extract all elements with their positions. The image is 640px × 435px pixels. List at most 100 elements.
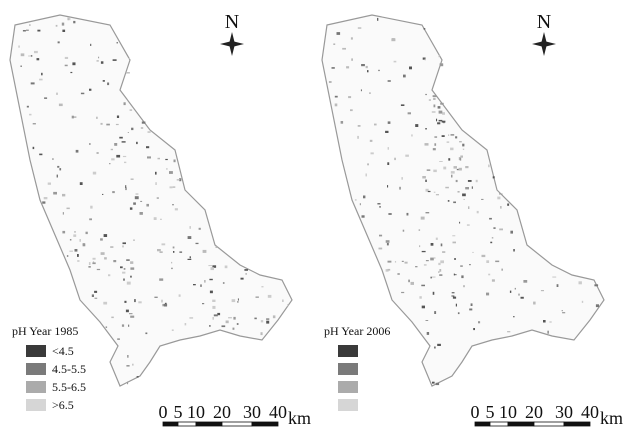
soil-patch [43,197,48,200]
soil-patch [578,281,582,285]
soil-patch [57,41,60,44]
soil-patch [459,221,461,224]
scale-label: 20 [525,402,543,422]
scale-label: 40 [581,402,599,422]
soil-patch [507,331,511,333]
soil-patch [195,242,199,245]
soil-patch [354,199,357,201]
soil-patch [115,123,119,126]
soil-patch [453,201,456,204]
soil-patch [224,265,228,269]
soil-patch [495,260,500,263]
soil-patch [122,271,126,274]
soil-patch [245,273,247,275]
soil-patch [159,278,164,281]
soil-patch [437,106,441,109]
soil-patch [507,203,510,206]
soil-patch [173,159,176,163]
soil-patch [457,312,460,315]
soil-patch [200,284,202,287]
soil-patch [42,201,46,204]
scale-segment [162,421,179,427]
soil-patch [107,82,110,86]
soil-patch [377,17,379,21]
soil-patch [133,239,135,241]
soil-patch [132,363,134,366]
soil-patch [74,231,76,233]
soil-patch [334,95,338,98]
legend-swatch [338,345,358,357]
soil-patch [455,303,457,307]
soil-patch [509,290,512,293]
soil-patch [29,113,32,116]
soil-patch [126,281,131,285]
soil-patch [432,291,435,295]
soil-patch [424,143,429,146]
soil-patch [128,324,130,327]
north-arrow [532,41,556,47]
soil-patch [463,198,465,200]
soil-patch [454,258,456,260]
soil-patch [138,301,142,304]
soil-patch [460,265,463,267]
soil-patch [497,196,501,200]
soil-patch [423,264,427,266]
soil-patch [415,124,419,127]
soil-patch [420,216,425,220]
soil-patch [556,284,559,287]
soil-patch [100,122,103,125]
soil-patch [212,305,216,309]
soil-patch [351,58,353,61]
soil-patch [454,274,457,276]
soil-patch [361,215,365,218]
soil-patch [421,250,426,253]
soil-patch [350,109,353,112]
soil-patch [282,299,284,302]
soil-patch [261,286,264,288]
soil-patch [92,171,97,175]
soil-patch [28,55,30,57]
soil-patch [44,97,48,99]
soil-patch [126,259,130,261]
soil-patch [425,179,427,182]
soil-patch [549,321,552,323]
soil-patch [357,135,359,139]
soil-patch [209,325,211,327]
legend-swatch [338,363,358,375]
soil-patch [407,112,411,115]
soil-patch [128,58,130,60]
soil-patch [387,268,391,271]
soil-patch [547,330,549,334]
soil-patch [486,260,490,263]
soil-patch [37,29,41,32]
soil-patch [79,239,81,242]
soil-patch [22,30,26,32]
soil-patch [34,50,38,54]
scale-segment [533,421,565,427]
soil-patch [433,104,436,108]
soil-patch [492,176,495,179]
soil-patch [228,317,232,319]
soil-patch [387,147,389,150]
soil-patch [523,280,528,283]
scale-segment [177,421,197,427]
soil-patch [465,166,469,169]
soil-patch [425,93,427,96]
scale-unit: km [288,408,311,428]
soil-patch [130,315,135,318]
soil-patch [171,329,174,331]
soil-patch [116,42,118,44]
soil-patch [443,166,447,170]
soil-patch [58,103,63,107]
soil-patch [66,255,69,257]
soil-patch [126,365,130,367]
soil-patch [125,185,127,188]
soil-patch [328,81,332,83]
soil-patch [159,251,163,253]
soil-patch [287,304,289,307]
soil-patch [89,88,92,91]
soil-patch [56,92,58,95]
soil-patch [428,99,431,101]
soil-patch [171,261,173,264]
soil-patch [240,277,244,280]
